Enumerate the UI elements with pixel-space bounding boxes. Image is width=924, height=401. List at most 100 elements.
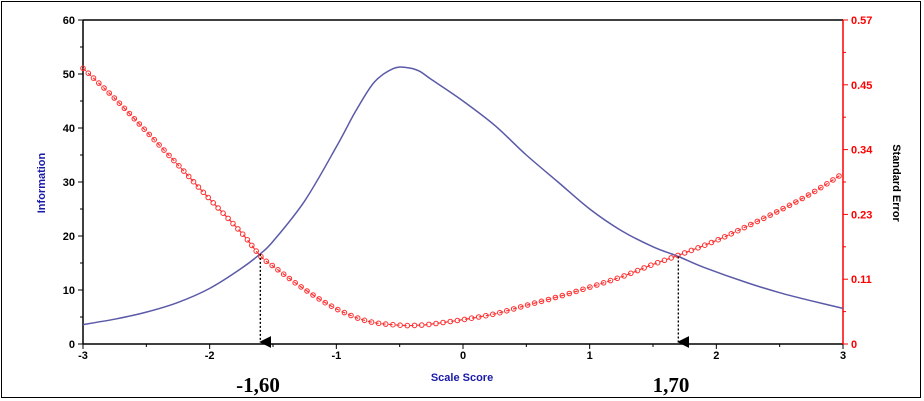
standard-error-point bbox=[205, 194, 211, 201]
standard-error-point bbox=[310, 292, 316, 298]
standard-error-point bbox=[767, 212, 774, 218]
standard-error-point bbox=[836, 173, 842, 179]
x-tick-label: 3 bbox=[840, 350, 846, 362]
y-tick-label: 30 bbox=[63, 177, 75, 189]
chart-labels: Scale Score Information Standard Error -… bbox=[36, 144, 902, 397]
standard-error-point bbox=[475, 314, 482, 320]
standard-error-point bbox=[614, 275, 621, 282]
annotation-label-left: -1,60 bbox=[236, 373, 280, 397]
x-tick-label: -2 bbox=[205, 350, 215, 362]
x-axis-label: Scale Score bbox=[431, 372, 493, 384]
y2-axis-label: Standard Error bbox=[890, 144, 902, 222]
standard-error-point bbox=[688, 247, 695, 254]
standard-error-point bbox=[811, 188, 818, 195]
standard-error-point bbox=[225, 215, 231, 222]
standard-error-point bbox=[440, 319, 446, 326]
standard-error-point bbox=[524, 302, 531, 308]
standard-error-point bbox=[483, 312, 489, 319]
standard-error-point bbox=[587, 284, 593, 290]
standard-error-point bbox=[181, 168, 187, 174]
y-tick-label: 10 bbox=[63, 285, 75, 297]
standard-error-point bbox=[594, 282, 600, 288]
standard-error-point bbox=[195, 184, 202, 190]
standard-error-point bbox=[80, 65, 86, 72]
standard-error-point bbox=[151, 136, 157, 143]
y2-tick-label: 0.34 bbox=[851, 145, 873, 157]
standard-error-point bbox=[824, 181, 830, 187]
standard-error-point bbox=[468, 315, 475, 322]
annotation-label-right: 1,70 bbox=[653, 373, 690, 397]
standard-error-point bbox=[517, 304, 524, 310]
standard-error-point bbox=[116, 100, 123, 106]
y-tick-label: 40 bbox=[63, 123, 75, 135]
standard-error-point bbox=[111, 95, 118, 101]
standard-error-point bbox=[628, 270, 634, 277]
standard-error-point bbox=[341, 309, 348, 316]
standard-error-point bbox=[461, 316, 468, 323]
standard-error-point bbox=[510, 306, 517, 312]
standard-error-point bbox=[166, 152, 172, 159]
standard-error-point bbox=[695, 245, 701, 251]
standard-error-point bbox=[280, 271, 287, 278]
standard-error-point bbox=[573, 288, 579, 295]
information-curve bbox=[82, 66, 844, 326]
standard-error-point bbox=[830, 177, 836, 183]
standard-error-point bbox=[322, 299, 329, 306]
standard-error-point bbox=[292, 280, 299, 286]
standard-error-point bbox=[728, 231, 735, 237]
standard-error-point bbox=[244, 237, 251, 243]
standard-error-point bbox=[566, 290, 573, 297]
standard-error-point bbox=[681, 250, 688, 256]
standard-error-point bbox=[126, 110, 133, 117]
y2-tick-label: 0.23 bbox=[851, 209, 872, 221]
standard-error-point bbox=[773, 209, 780, 215]
standard-error-point bbox=[185, 173, 192, 180]
standard-error-point bbox=[328, 303, 335, 310]
standard-error-point bbox=[200, 189, 207, 196]
standard-error-point bbox=[490, 311, 496, 318]
standard-error-point bbox=[239, 231, 246, 237]
x-tick-label: 1 bbox=[587, 350, 593, 362]
standard-error-point bbox=[171, 157, 177, 164]
x-tick-label: -1 bbox=[331, 350, 341, 362]
standard-error-point bbox=[220, 210, 226, 216]
standard-error-point bbox=[210, 200, 216, 206]
standard-error-point bbox=[702, 242, 708, 248]
standard-error-point bbox=[538, 298, 545, 305]
standard-error-point bbox=[286, 275, 293, 282]
standard-error-point bbox=[411, 322, 418, 329]
standard-error-point bbox=[504, 308, 510, 314]
standard-error-point bbox=[641, 265, 647, 271]
standard-error-point bbox=[447, 318, 454, 325]
standard-error-point bbox=[263, 258, 270, 265]
standard-error-point bbox=[161, 147, 167, 153]
standard-error-point bbox=[648, 262, 654, 269]
standard-error-point bbox=[818, 184, 824, 191]
y2-tick-label: 0 bbox=[851, 339, 857, 351]
standard-error-point bbox=[418, 322, 425, 328]
y-axis-label: Information bbox=[36, 152, 48, 213]
standard-error-point bbox=[735, 227, 741, 234]
standard-error-point bbox=[361, 317, 368, 324]
standard-error-point bbox=[90, 75, 97, 81]
standard-error-point bbox=[621, 273, 627, 279]
standard-error-point bbox=[368, 319, 375, 325]
standard-error-point bbox=[121, 105, 128, 112]
y2-tick-label: 0.45 bbox=[851, 80, 872, 92]
standard-error-point bbox=[607, 277, 614, 284]
y2-tick-label: 0.57 bbox=[851, 15, 872, 27]
standard-error-point bbox=[190, 178, 197, 185]
standard-error-point bbox=[146, 131, 152, 138]
standard-error-point bbox=[131, 116, 138, 122]
x-tick-label: -3 bbox=[78, 350, 88, 362]
standard-error-point bbox=[559, 292, 566, 299]
standard-error-point bbox=[741, 224, 748, 231]
y-tick-label: 0 bbox=[69, 339, 75, 351]
standard-error-point bbox=[634, 267, 641, 274]
standard-error-point bbox=[721, 234, 728, 240]
standard-error-point bbox=[580, 286, 586, 293]
standard-error-point bbox=[176, 163, 182, 169]
standard-error-point bbox=[661, 257, 668, 264]
